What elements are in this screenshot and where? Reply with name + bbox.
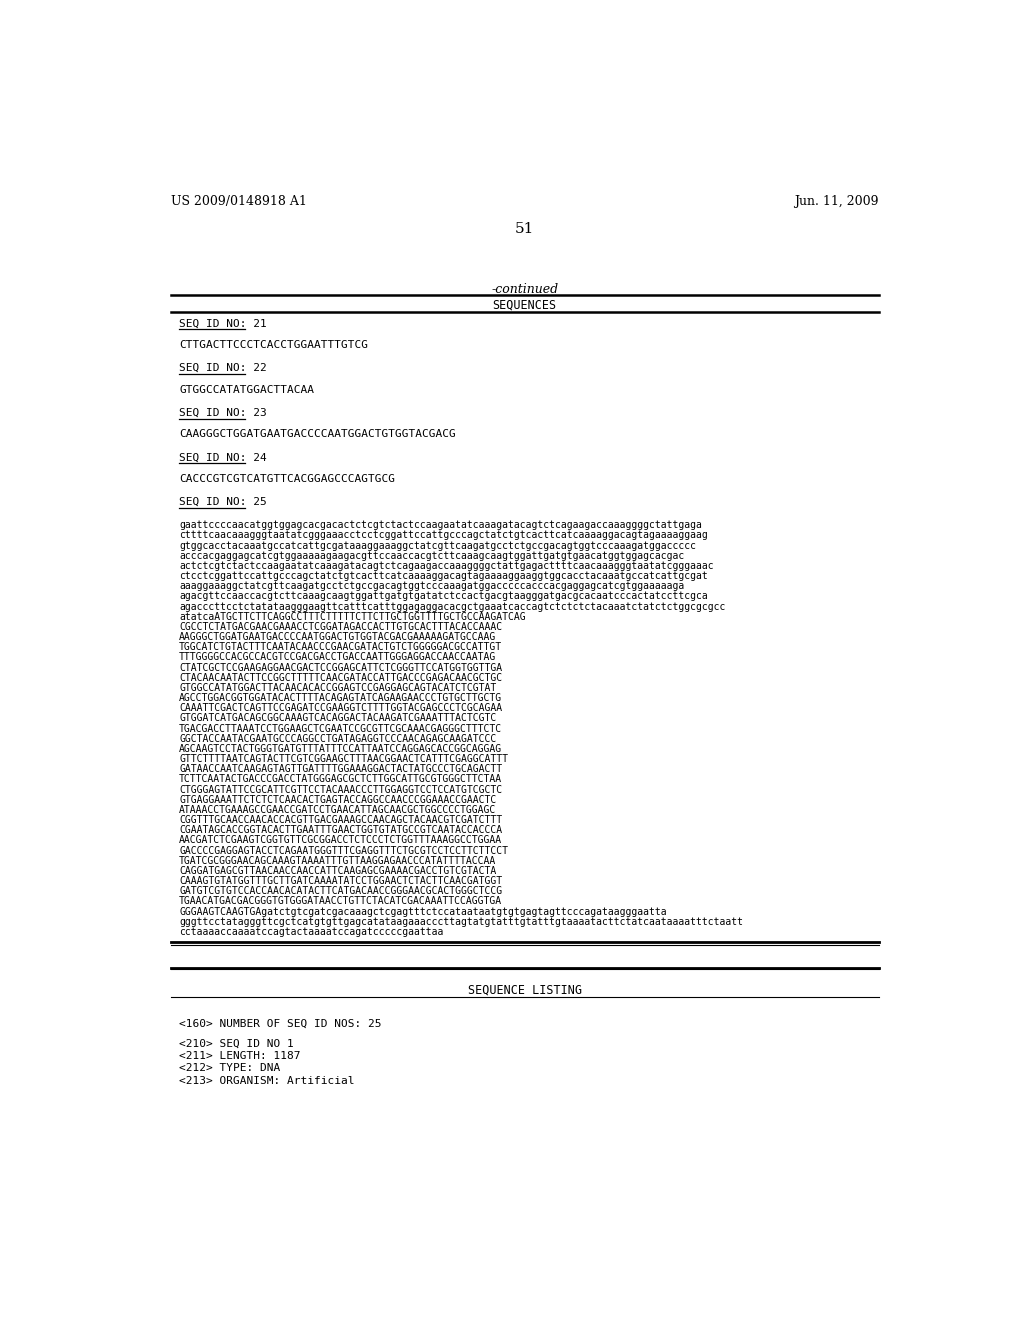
Text: aaaggaaaggctatcgttcaagatgcctctgccgacagtggtcccaaagatggacccccacccacgaggagcatcgtgga: aaaggaaaggctatcgttcaagatgcctctgccgacagtg…: [179, 581, 684, 591]
Text: TGAACATGACGACGGGTGTGGGATAACCTGTTCTACATCGACAAATTCCAGGTGA: TGAACATGACGACGGGTGTGGGATAACCTGTTCTACATCG…: [179, 896, 503, 907]
Text: TGGCATCTGTACTTTCAATACAACCCGAACGATACTGTCTGGGGGACGCCATTGT: TGGCATCTGTACTTTCAATACAACCCGAACGATACTGTCT…: [179, 643, 503, 652]
Text: <211> LENGTH: 1187: <211> LENGTH: 1187: [179, 1051, 301, 1061]
Text: TGACGACCTTAAATCCTGGAAGCTCGAATCCGCGTTCGCAAACGAGGGCTTTCTC: TGACGACCTTAAATCCTGGAAGCTCGAATCCGCGTTCGCA…: [179, 723, 503, 734]
Text: US 2009/0148918 A1: US 2009/0148918 A1: [171, 195, 306, 209]
Text: Jun. 11, 2009: Jun. 11, 2009: [795, 195, 879, 209]
Text: cctaaaaccaaaatccagtactaaaatccagatcccccgaattaa: cctaaaaccaaaatccagtactaaaatccagatcccccga…: [179, 927, 443, 937]
Text: <212> TYPE: DNA: <212> TYPE: DNA: [179, 1064, 281, 1073]
Text: <210> SEQ ID NO 1: <210> SEQ ID NO 1: [179, 1039, 294, 1048]
Text: CTTGACTTCCCTCACCTGGAATTTGTCG: CTTGACTTCCCTCACCTGGAATTTGTCG: [179, 341, 369, 350]
Text: TGATCGCGGGAACAGCAAAGTAAAATTTGTTAAGGAGAACCCATATTTTACCAA: TGATCGCGGGAACAGCAAAGTAAAATTTGTTAAGGAGAAC…: [179, 855, 497, 866]
Text: ctcctcggattccattgcccagctatctgtcacttcatcaaaaggacagtagaaaaggaaggtggcacctacaaatgcca: ctcctcggattccattgcccagctatctgtcacttcatca…: [179, 572, 708, 581]
Text: GTTCTTTTAATCAGTACTTCGTCGGAAGCTTTAACGGAACTCATTTCGAGGCATTT: GTTCTTTTAATCAGTACTTCGTCGGAAGCTTTAACGGAAC…: [179, 754, 508, 764]
Text: GTGGCCATATGGACTTACAACACACCGGAGTCCGAGGAGCAGTACATCTCGTAT: GTGGCCATATGGACTTACAACACACCGGAGTCCGAGGAGC…: [179, 682, 497, 693]
Text: -continued: -continued: [492, 284, 558, 296]
Text: <213> ORGANISM: Artificial: <213> ORGANISM: Artificial: [179, 1076, 354, 1085]
Text: SEQUENCES: SEQUENCES: [493, 298, 557, 312]
Text: CAGGATGAGCGTTAACAACCAACCATTCAAGAGCGAAAACGACCTGTCGTACTA: CAGGATGAGCGTTAACAACCAACCATTCAAGAGCGAAAAC…: [179, 866, 497, 876]
Text: TTTGGGGCCACGCCACGTCCGACGACCTGACCAATTGGGAGGACCAACCAATAG: TTTGGGGCCACGCCACGTCCGACGACCTGACCAATTGGGA…: [179, 652, 497, 663]
Text: GTGGCCATATGGACTTACAA: GTGGCCATATGGACTTACAA: [179, 385, 314, 395]
Text: CTACAACAATACTTCCGGCTTTTTCAACGATACCATTGACCCGAGACAACGCTGC: CTACAACAATACTTCCGGCTTTTTCAACGATACCATTGAC…: [179, 673, 503, 682]
Text: atatcaATGCTTCTTCAGGCCTTTCTTTTTCTTCTTGCTGGTTTTGCTGCCAAGATCAG: atatcaATGCTTCTTCAGGCCTTTCTTTTTCTTCTTGCTG…: [179, 611, 525, 622]
Text: CAAAGTGTATGGTTTGCTTGATCAAAATATCCTGGAACTCTACTTCAACGATGGT: CAAAGTGTATGGTTTGCTTGATCAAAATATCCTGGAACTC…: [179, 876, 503, 886]
Text: AAGGGCTGGATGAATGACCCCAATGGACTGTGGTACGACGAAAAAGATGCCAAG: AAGGGCTGGATGAATGACCCCAATGGACTGTGGTACGACG…: [179, 632, 497, 642]
Text: CAAATTCGACTCAGTTCCGAGATCCGAAGGTCTTTTGGTACGAGCCCTCGCAGAA: CAAATTCGACTCAGTTCCGAGATCCGAAGGTCTTTTGGTA…: [179, 704, 503, 713]
Text: CAAGGGCTGGATGAATGACCCCAATGGACTGTGGTACGACG: CAAGGGCTGGATGAATGACCCCAATGGACTGTGGTACGAC…: [179, 429, 456, 440]
Text: SEQ ID NO: 21: SEQ ID NO: 21: [179, 318, 267, 329]
Text: CGAATAGCACCGGTACACTTGAATTTGAACTGGTGTATGCCGTCAATACCACCCA: CGAATAGCACCGGTACACTTGAATTTGAACTGGTGTATGC…: [179, 825, 503, 836]
Text: SEQUENCE LISTING: SEQUENCE LISTING: [468, 983, 582, 997]
Text: actctcgtctactccaagaatatcaaagatacagtctcagaagaccaaaggggctattgagacttttcaacaaagggtaa: actctcgtctactccaagaatatcaaagatacagtctcag…: [179, 561, 714, 572]
Text: CGCCTCTATGACGAACGAAACCTCGGATAGACCACTTGTGCACTTTACACCAAAC: CGCCTCTATGACGAACGAAACCTCGGATAGACCACTTGTG…: [179, 622, 503, 632]
Text: GACCCCGAGGAGTACCTCAGAATGGGTTTCGAGGTTTCTGCGTCCTCCTTCTTCCT: GACCCCGAGGAGTACCTCAGAATGGGTTTCGAGGTTTCTG…: [179, 846, 508, 855]
Text: ATAAACCTGAAAGCCGAACCGATCCTGAACATTAGCAACGCTGGCCCCTGGAGC: ATAAACCTGAAAGCCGAACCGATCCTGAACATTAGCAACG…: [179, 805, 497, 814]
Text: AGCCTGGACGGTGGATACACTTTTACAGAGTATCAGAAGAACCCTGTGCTTGCTG: AGCCTGGACGGTGGATACACTTTTACAGAGTATCAGAAGA…: [179, 693, 503, 704]
Text: agacccttcctctatataagggaagttcatttcatttggagaggacacgctgaaatcaccagtctctctctacaaatcta: agacccttcctctatataagggaagttcatttcatttgga…: [179, 602, 726, 611]
Text: CTGGGAGTATTCCGCATTCGTTCCTACAAACCCTTGGAGGTCCTCCATGTCGCTC: CTGGGAGTATTCCGCATTCGTTCCTACAAACCCTTGGAGG…: [179, 784, 503, 795]
Text: TCTTCAATACTGACCCGACCTATGGGAGCGCTCTTGGCATTGCGTGGGCTTCTAA: TCTTCAATACTGACCCGACCTATGGGAGCGCTCTTGGCAT…: [179, 775, 503, 784]
Text: GATGTCGTGTCCACCAACACATACTTCATGACAACCGGGAACGCACTGGGCTCCG: GATGTCGTGTCCACCAACACATACTTCATGACAACCGGGA…: [179, 886, 503, 896]
Text: CACCCGTCGTCATGTTCACGGAGCCCAGTGCG: CACCCGTCGTCATGTTCACGGAGCCCAGTGCG: [179, 474, 395, 484]
Text: SEQ ID NO: 25: SEQ ID NO: 25: [179, 498, 267, 507]
Text: GTGAGGAAATTCTCTCTCAACACTGAGTACCAGGCCAACCCGGAAACCGAACTC: GTGAGGAAATTCTCTCTCAACACTGAGTACCAGGCCAACC…: [179, 795, 497, 805]
Text: CGGTTTGCAACCAACACCACGTTGACGAAAGCCAACAGCTACAACGTCGATCTTT: CGGTTTGCAACCAACACCACGTTGACGAAAGCCAACAGCT…: [179, 814, 503, 825]
Text: cttttcaacaaagggtaatatcgggaaacctcctcggattccattgcccagctatctgtcacttcatcaaaaggacagta: cttttcaacaaagggtaatatcgggaaacctcctcggatt…: [179, 531, 708, 540]
Text: SEQ ID NO: 22: SEQ ID NO: 22: [179, 363, 267, 374]
Text: acccacgaggagcatcgtggaaaaagaagacgttccaaccacgtcttcaaagcaagtggattgatgtgaacatggtggag: acccacgaggagcatcgtggaaaaagaagacgttccaacc…: [179, 550, 684, 561]
Text: AACGATCTCGAAGTCGGTGTTCGCGGACCTCTCCCTCTGGTTTAAAGGCCTGGAA: AACGATCTCGAAGTCGGTGTTCGCGGACCTCTCCCTCTGG…: [179, 836, 503, 845]
Text: SEQ ID NO: 23: SEQ ID NO: 23: [179, 408, 267, 418]
Text: gggttcctatagggttcgctcatgtgttgagcatataagaaacccttagtatgtatttgtatttgtaaaatacttctatc: gggttcctatagggttcgctcatgtgttgagcatataaga…: [179, 916, 743, 927]
Text: GGGAAGTCAAGTGAgatctgtcgatcgacaaagctcgagtttctccataataatgtgtgagtagttcccagataagggaa: GGGAAGTCAAGTGAgatctgtcgatcgacaaagctcgagt…: [179, 907, 667, 916]
Text: agacgttccaaccacgtcttcaaagcaagtggattgatgtgatatctccactgacgtaagggatgacgcacaatcccact: agacgttccaaccacgtcttcaaagcaagtggattgatgt…: [179, 591, 708, 602]
Text: gaattccccaacatggtggagcacgacactctcgtctactccaagaatatcaaagatacagtctcagaagaccaaagggg: gaattccccaacatggtggagcacgacactctcgtctact…: [179, 520, 702, 531]
Text: AGCAAGTCCTACTGGGTGATGTTTATTTCCATTAATCCAGGAGCACCGGCAGGAG: AGCAAGTCCTACTGGGTGATGTTTATTTCCATTAATCCAG…: [179, 744, 503, 754]
Text: GGCTACCAATACGAATGCCCAGGCCTGATAGAGGTCCCAACAGAGCAAGATCCC: GGCTACCAATACGAATGCCCAGGCCTGATAGAGGTCCCAA…: [179, 734, 497, 743]
Text: gtggcacctacaaatgccatcattgcgataaaggaaaggctatcgttcaagatgcctctgccgacagtggtcccaaagat: gtggcacctacaaatgccatcattgcgataaaggaaaggc…: [179, 541, 696, 550]
Text: GTGGATCATGACAGCGGCAAAGTCACAGGACTACAAGATCGAAATTTACTCGTC: GTGGATCATGACAGCGGCAAAGTCACAGGACTACAAGATC…: [179, 713, 497, 723]
Text: 51: 51: [515, 222, 535, 235]
Text: CTATCGCTCCGAAGAGGAACGACTCCGGAGCATTCTCGGGTTCCATGGTGGTTGA: CTATCGCTCCGAAGAGGAACGACTCCGGAGCATTCTCGGG…: [179, 663, 503, 673]
Text: <160> NUMBER OF SEQ ID NOS: 25: <160> NUMBER OF SEQ ID NOS: 25: [179, 1019, 382, 1028]
Text: GATAACCAATCAAGAGTAGTTGATTTTGGAAAGGACTACTATGCCCTGCAGACTT: GATAACCAATCAAGAGTAGTTGATTTTGGAAAGGACTACT…: [179, 764, 503, 775]
Text: SEQ ID NO: 24: SEQ ID NO: 24: [179, 453, 267, 462]
